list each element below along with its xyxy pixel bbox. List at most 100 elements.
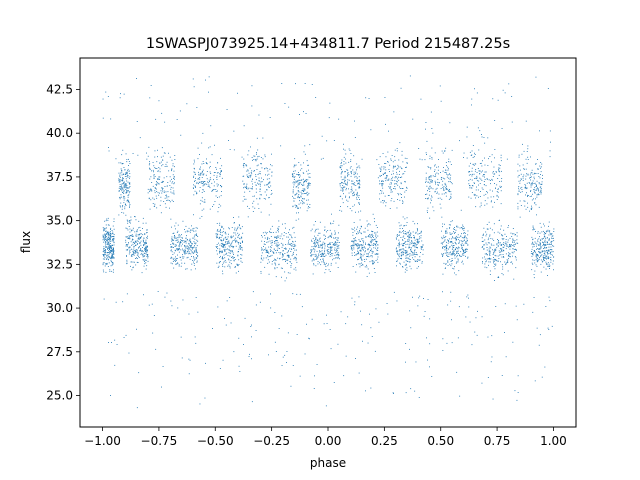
data-point: [120, 179, 122, 181]
data-point: [194, 251, 196, 253]
data-point: [454, 255, 455, 257]
data-point: [404, 171, 406, 172]
data-point: [308, 176, 310, 178]
data-point: [545, 247, 547, 249]
data-point: [296, 192, 298, 194]
data-point: [202, 189, 204, 190]
data-point: [199, 168, 201, 170]
data-point: [541, 231, 543, 233]
data-point: [122, 301, 124, 303]
data-point: [232, 246, 234, 248]
data-point: [527, 206, 529, 208]
data-point: [520, 205, 522, 206]
data-point: [440, 188, 442, 189]
data-point: [264, 231, 266, 233]
data-point: [357, 243, 359, 244]
data-point: [464, 237, 466, 239]
data-point: [151, 190, 153, 192]
data-point: [178, 248, 180, 250]
data-point: [497, 239, 498, 240]
data-point: [223, 246, 225, 248]
data-point: [263, 257, 265, 259]
data-point: [523, 174, 525, 176]
data-point: [159, 171, 161, 173]
data-point: [446, 249, 448, 251]
data-point: [211, 154, 213, 156]
data-point: [276, 237, 277, 239]
data-point: [266, 241, 268, 243]
data-point: [445, 267, 446, 269]
data-point: [125, 185, 127, 187]
data-point: [525, 120, 527, 122]
data-point: [110, 234, 112, 235]
data-point: [446, 228, 448, 230]
data-point: [449, 227, 450, 229]
data-point: [442, 170, 444, 172]
data-point: [148, 198, 150, 200]
data-point: [465, 251, 466, 253]
data-point: [475, 163, 477, 165]
data-point: [396, 251, 398, 253]
data-point: [387, 161, 388, 162]
data-point: [184, 245, 186, 247]
data-point: [398, 194, 399, 196]
data-point: [483, 244, 485, 246]
data-point: [360, 265, 362, 266]
data-point: [133, 247, 135, 249]
data-point: [237, 232, 239, 234]
data-point: [300, 202, 302, 204]
data-point: [136, 231, 138, 232]
data-point: [488, 261, 490, 263]
data-point: [123, 195, 125, 197]
data-point: [475, 169, 477, 170]
data-point: [492, 254, 494, 255]
data-point: [228, 259, 230, 261]
data-point: [196, 260, 198, 262]
data-point: [185, 252, 186, 254]
data-point: [503, 250, 505, 252]
data-point: [537, 260, 539, 262]
data-point: [497, 178, 499, 179]
data-point: [296, 293, 298, 295]
data-point: [184, 253, 186, 255]
data-point: [225, 261, 227, 263]
data-point: [541, 183, 543, 185]
data-point: [327, 265, 329, 267]
data-point: [368, 223, 370, 225]
data-point: [402, 266, 404, 268]
data-point: [214, 181, 215, 183]
data-point: [453, 268, 455, 270]
data-point: [445, 233, 447, 234]
data-point: [493, 266, 495, 267]
data-point: [112, 250, 114, 252]
data-point: [301, 179, 303, 181]
data-point: [103, 255, 104, 257]
data-point: [247, 176, 249, 178]
data-point: [275, 351, 277, 352]
data-point: [298, 179, 300, 181]
data-point: [322, 241, 324, 243]
data-point: [375, 240, 376, 242]
data-point: [234, 266, 236, 268]
data-point: [290, 248, 292, 250]
data-point: [329, 235, 331, 237]
data-point: [503, 256, 504, 257]
data-point: [104, 252, 106, 254]
data-point: [186, 235, 187, 237]
data-point: [344, 175, 346, 177]
data-point: [489, 274, 491, 275]
data-point: [537, 232, 539, 234]
data-point: [401, 188, 403, 189]
data-point: [395, 237, 397, 239]
data-point: [403, 245, 405, 246]
data-point: [341, 210, 343, 212]
data-point: [249, 353, 250, 355]
data-point: [171, 226, 172, 228]
data-point: [451, 244, 453, 246]
data-point: [526, 192, 527, 194]
data-point: [504, 233, 506, 235]
data-point: [395, 176, 397, 178]
data-point: [126, 180, 128, 182]
data-point: [191, 243, 193, 244]
data-point: [261, 181, 263, 183]
